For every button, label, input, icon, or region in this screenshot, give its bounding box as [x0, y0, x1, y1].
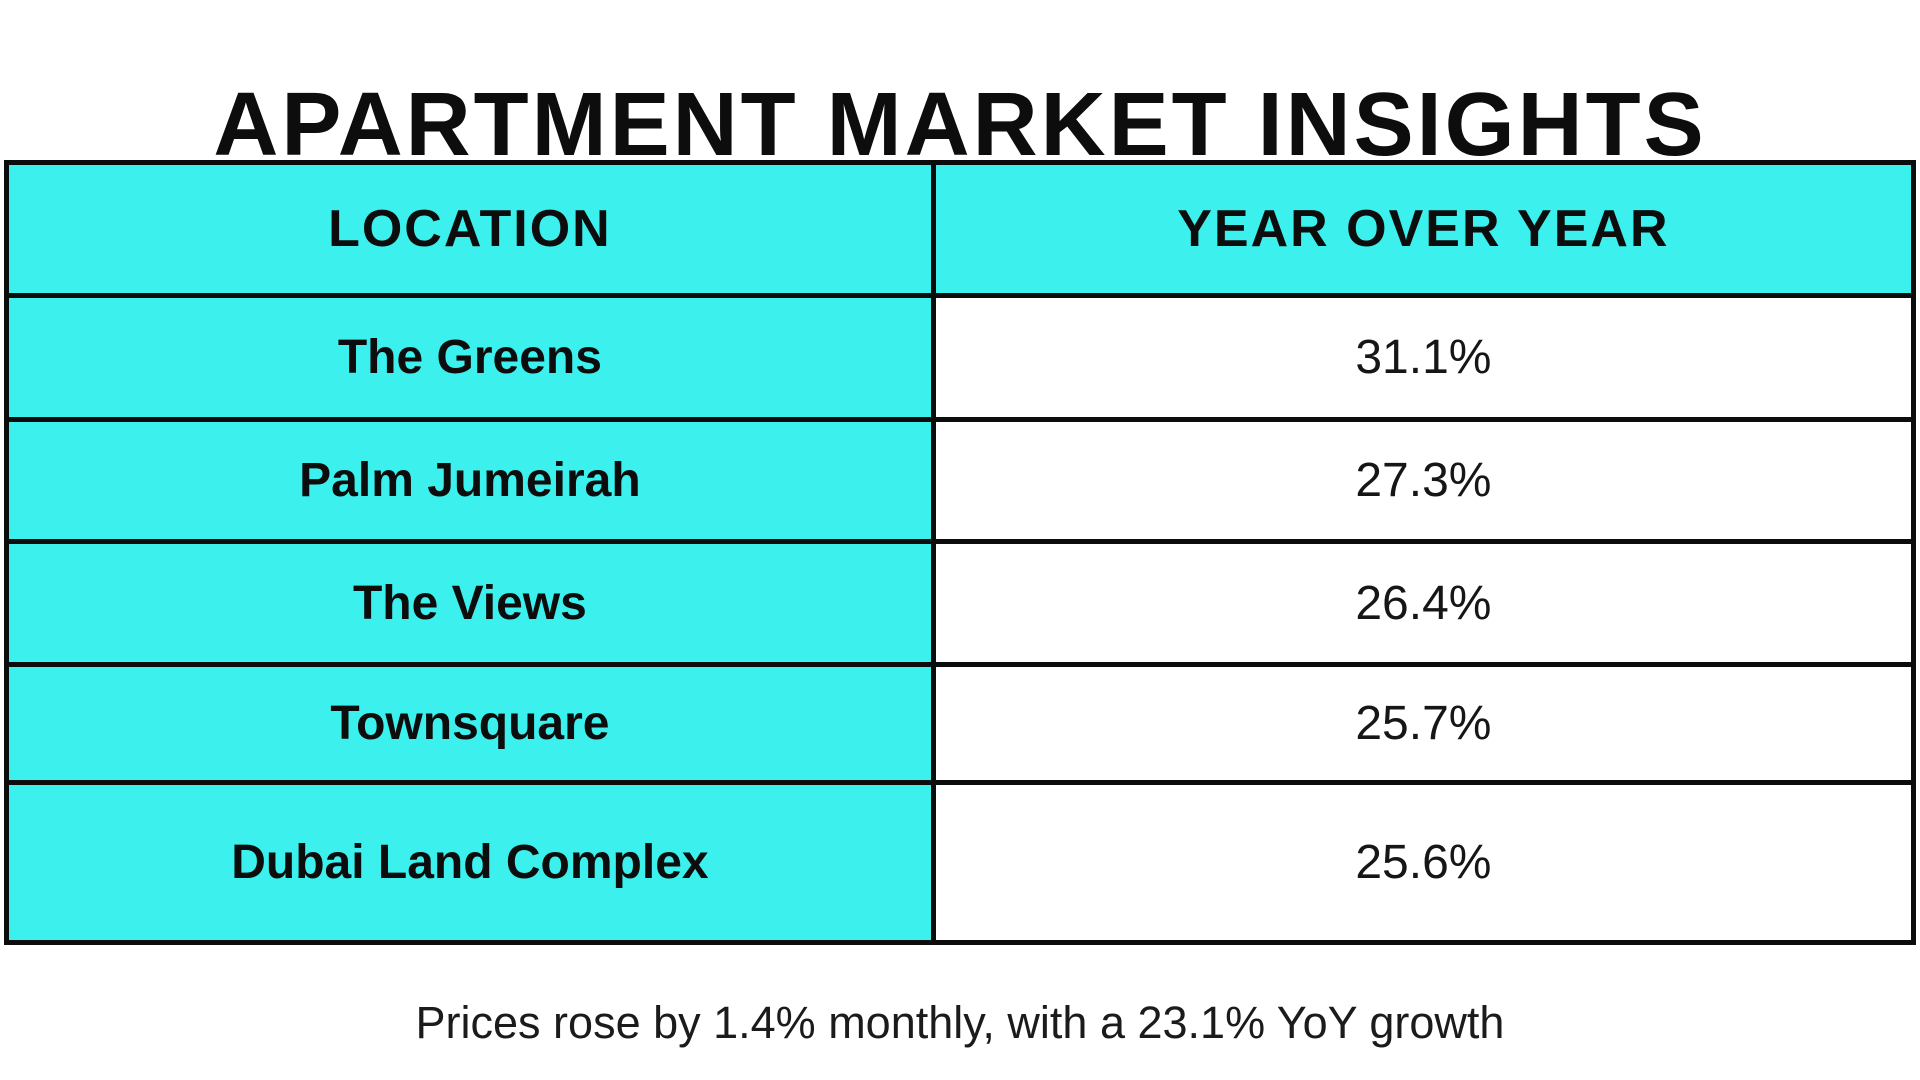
location-cell: The Views [4, 539, 936, 667]
location-cell: The Greens [4, 293, 936, 422]
yoy-value-cell: 27.3% [930, 417, 1917, 544]
page-title: APARTMENT MARKET INSIGHTS [213, 75, 1707, 176]
yoy-value-cell: 25.7% [930, 662, 1917, 785]
yoy-value-cell: 26.4% [930, 539, 1917, 667]
table-header-row: LOCATION YEAR OVER YEAR [4, 160, 1917, 298]
footer-note: Prices rose by 1.4% monthly, with a 23.1… [415, 997, 1505, 1048]
table-row: The Greens 31.1% [4, 293, 1917, 422]
market-insights-table: LOCATION YEAR OVER YEAR The Greens 31.1%… [4, 160, 1917, 945]
location-cell: Townsquare [4, 662, 936, 785]
table-row: Palm Jumeirah 27.3% [4, 417, 1917, 544]
table-row: The Views 26.4% [4, 539, 1917, 667]
table-row: Dubai Land Complex 25.6% [4, 780, 1917, 945]
column-header-year-over-year: YEAR OVER YEAR [930, 160, 1917, 298]
location-cell: Dubai Land Complex [4, 780, 936, 945]
table-row: Townsquare 25.7% [4, 662, 1917, 785]
yoy-value-cell: 31.1% [930, 293, 1917, 422]
yoy-value-cell: 25.6% [930, 780, 1917, 945]
location-cell: Palm Jumeirah [4, 417, 936, 544]
column-header-location: LOCATION [4, 160, 936, 298]
